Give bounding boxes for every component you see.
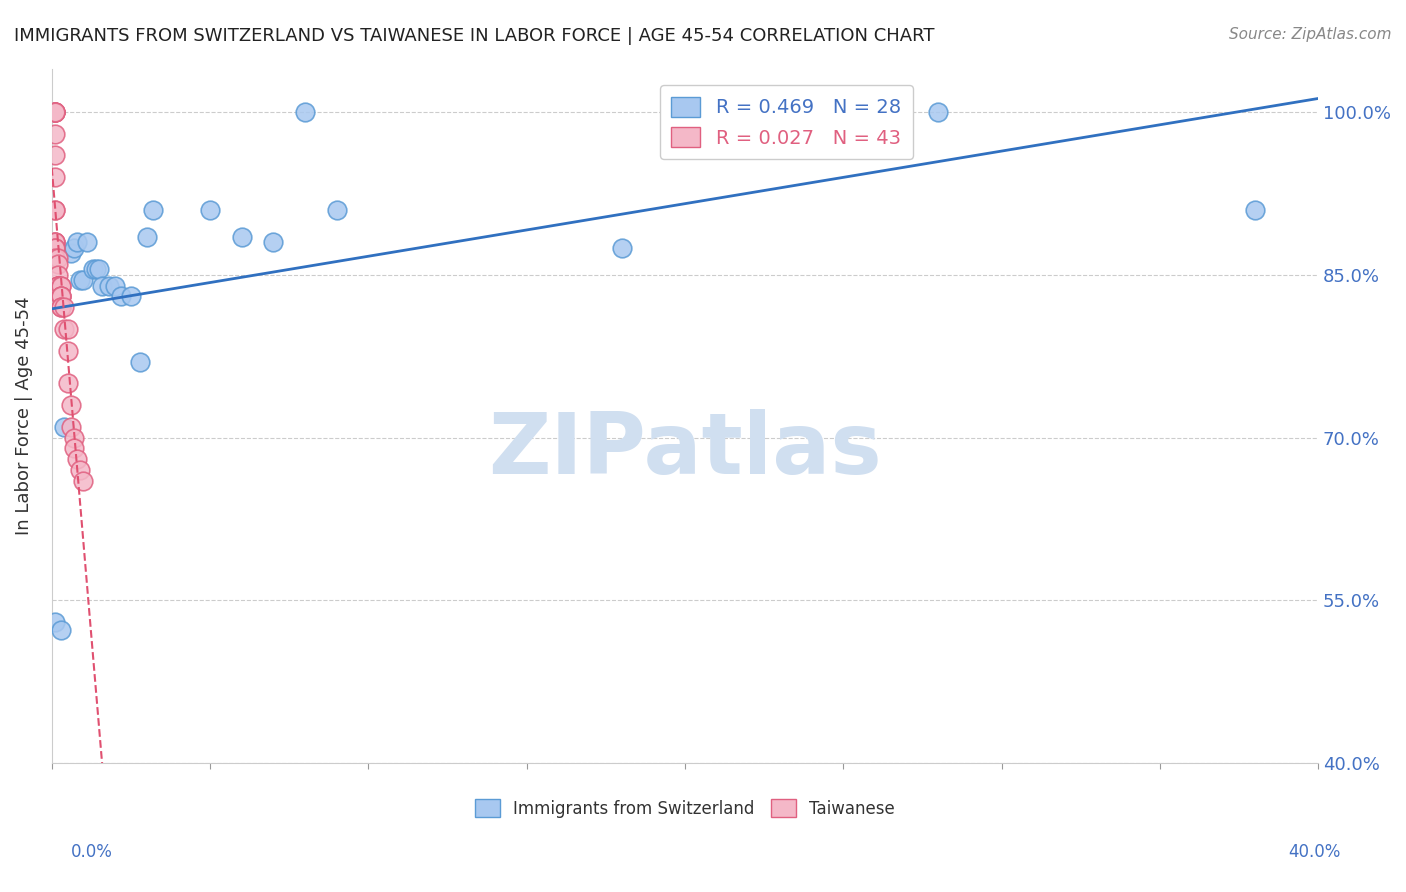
Point [46, 278, 69, 293]
Point [72, 273, 94, 287]
Text: 40.0%: 40.0% [1288, 843, 1341, 861]
Text: IMMIGRANTS FROM SWITZERLAND VS TAIWANESE IN LABOR FORCE | AGE 45-54 CORRELATION : IMMIGRANTS FROM SWITZERLAND VS TAIWANESE… [14, 27, 935, 45]
Point [53, 322, 76, 336]
Point [44, 169, 66, 184]
Point [59, 419, 82, 434]
Point [89, 262, 111, 277]
Point [46, 252, 69, 266]
Point [104, 278, 127, 293]
Point [44, 104, 66, 119]
Point [53, 300, 76, 314]
Point [46, 257, 69, 271]
Point [44, 235, 66, 249]
Point [198, 202, 221, 217]
Point [44, 241, 66, 255]
Point [46, 278, 69, 293]
Point [97, 278, 120, 293]
Point [46, 278, 69, 293]
Point [44, 252, 66, 266]
Point [63, 431, 86, 445]
Point [46, 268, 69, 282]
Point [44, 202, 66, 217]
Point [142, 202, 165, 217]
Point [294, 104, 316, 119]
Point [44, 148, 66, 162]
Point [262, 235, 284, 249]
Point [44, 104, 66, 119]
Point [51, 278, 73, 293]
Point [44, 104, 66, 119]
Point [51, 300, 73, 314]
Point [82, 262, 104, 277]
Point [56, 343, 79, 358]
Point [44, 104, 66, 119]
Point [72, 474, 94, 488]
Point [51, 289, 73, 303]
Point [51, 289, 73, 303]
Text: ZIPatlas: ZIPatlas [488, 409, 882, 492]
Y-axis label: In Labor Force | Age 45-54: In Labor Force | Age 45-54 [15, 296, 32, 535]
Point [44, 615, 66, 629]
Point [927, 104, 949, 119]
Point [44, 104, 66, 119]
Point [76, 235, 98, 249]
Point [231, 229, 253, 244]
Point [44, 202, 66, 217]
Text: 0.0%: 0.0% [70, 843, 112, 861]
Point [69, 463, 91, 477]
Point [91, 278, 114, 293]
Point [51, 289, 73, 303]
Point [66, 452, 89, 467]
Point [46, 278, 69, 293]
Point [51, 623, 73, 637]
Point [56, 322, 79, 336]
Point [44, 127, 66, 141]
Point [44, 241, 66, 255]
Point [56, 376, 79, 391]
Legend: Immigrants from Switzerland, Taiwanese: Immigrants from Switzerland, Taiwanese [468, 793, 901, 824]
Point [110, 289, 132, 303]
Point [53, 419, 76, 434]
Point [46, 278, 69, 293]
Point [610, 241, 633, 255]
Point [135, 229, 157, 244]
Point [66, 235, 89, 249]
Point [1243, 202, 1265, 217]
Point [63, 241, 86, 255]
Point [59, 398, 82, 412]
Point [44, 235, 66, 249]
Text: Source: ZipAtlas.com: Source: ZipAtlas.com [1229, 27, 1392, 42]
Point [120, 289, 142, 303]
Point [84, 262, 107, 277]
Point [59, 246, 82, 260]
Point [44, 235, 66, 249]
Point [129, 354, 152, 368]
Point [51, 300, 73, 314]
Point [63, 442, 86, 456]
Point [51, 278, 73, 293]
Point [325, 202, 347, 217]
Point [69, 273, 91, 287]
